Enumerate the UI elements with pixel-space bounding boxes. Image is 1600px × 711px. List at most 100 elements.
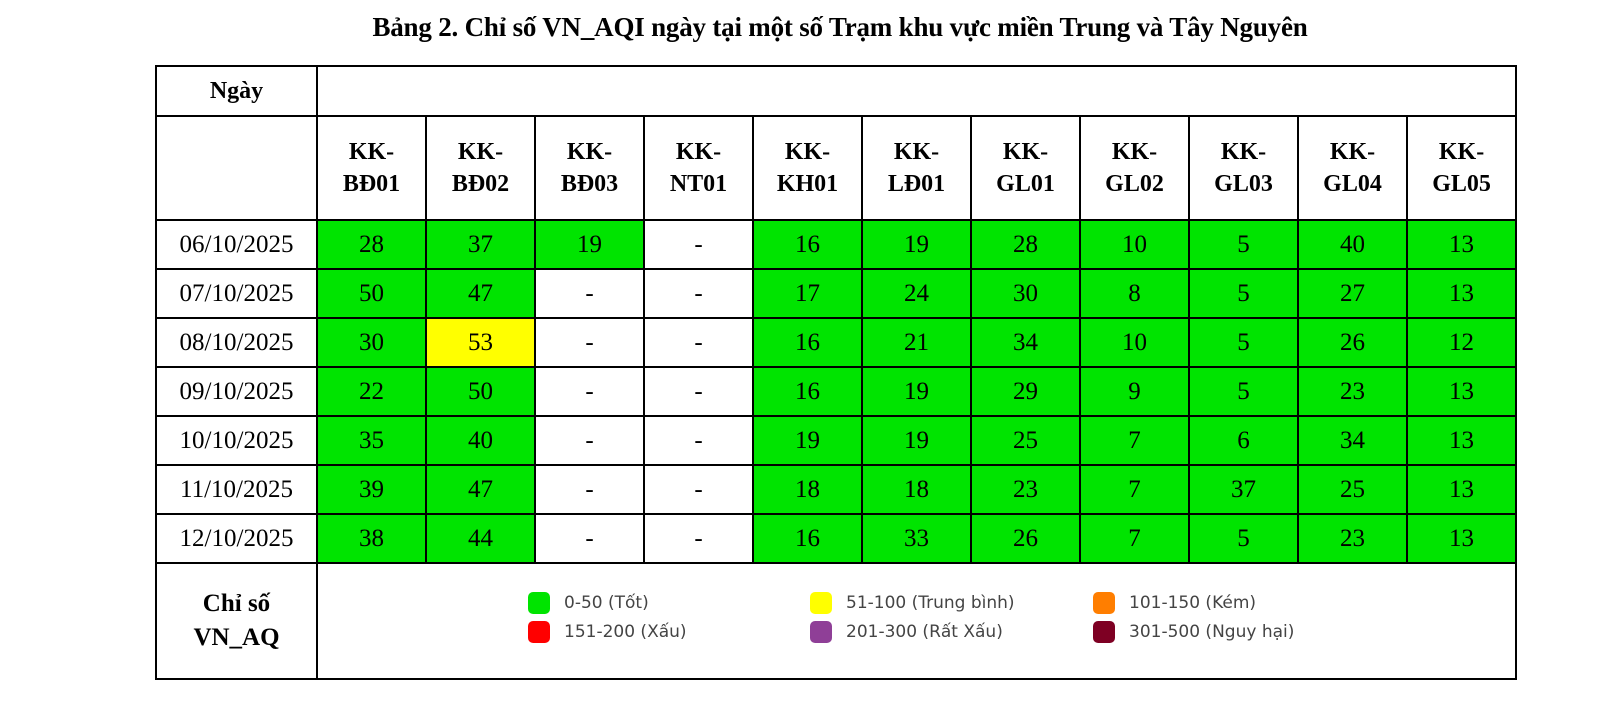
aqi-value-cell: - xyxy=(534,464,645,515)
legend-label-line: VN_AQ xyxy=(193,624,280,651)
station-header-prefix: KK- xyxy=(457,139,504,165)
aqi-value-cell: - xyxy=(643,464,754,515)
aqi-value-cell: 8 xyxy=(1079,268,1190,319)
aqi-value-cell: 38 xyxy=(316,513,427,564)
table-row: 09/10/2025 22 50- -16 19 29 9 5 23 13 xyxy=(155,366,1518,417)
legend-item-label: 301-500 (Nguy hại) xyxy=(1129,622,1295,642)
legend-item: 0-50 (Tốt) xyxy=(528,592,649,614)
aqi-value-cell: 12 xyxy=(1405,317,1518,368)
aqi-value-cell: 34 xyxy=(970,317,1081,368)
table-row: 08/10/2025 30 53- -16 21 34 10 5 26 12 xyxy=(155,317,1518,368)
aqi-value-cell: 26 xyxy=(1297,317,1408,368)
aqi-value-cell: 50 xyxy=(425,366,536,417)
legend: 0-50 (Tốt) 51-100 (Trung bình) 101-150 (Ké… xyxy=(318,565,1515,677)
legend-label-line: Chỉ số xyxy=(202,590,271,617)
header-row-date: Ngày xyxy=(155,65,1518,117)
aqi-value-cell: 28 xyxy=(970,219,1081,270)
aqi-value-cell: - xyxy=(643,317,754,368)
aqi-value-cell: 7 xyxy=(1079,415,1190,466)
station-header-prefix: KK- xyxy=(1111,139,1158,165)
table-title: Bảng 2. Chỉ số VN_AQI ngày tại một số Tr… xyxy=(372,12,1308,42)
aqi-value-cell: - xyxy=(534,366,645,417)
aqi-value-cell: 23 xyxy=(1297,513,1408,564)
station-header-code: BĐ02 xyxy=(451,171,510,197)
date-cell: 09/10/2025 xyxy=(155,366,318,417)
aqi-value-cell: 50 xyxy=(316,268,427,319)
station-header-prefix: KK- xyxy=(1329,139,1376,165)
aqi-table: Ngày KK- BĐ01 KK- BĐ02 KK- BĐ03 KK- NT01 KK- KH01… xyxy=(155,65,1518,680)
aqi-value-cell: 5 xyxy=(1188,268,1299,319)
table-row: 06/10/2025 28 37 19-16 19 28 10 5 40 13 xyxy=(155,219,1518,270)
aqi-value-cell: 22 xyxy=(316,366,427,417)
aqi-value-cell: 23 xyxy=(1297,366,1408,417)
aqi-value-cell: 44 xyxy=(425,513,536,564)
aqi-value-cell: 10 xyxy=(1079,317,1190,368)
aqi-value-cell: 25 xyxy=(970,415,1081,466)
legend-swatch xyxy=(1093,621,1115,643)
aqi-value-cell: 13 xyxy=(1405,268,1518,319)
aqi-value-cell: - xyxy=(643,268,754,319)
aqi-value-cell: 16 xyxy=(752,513,863,564)
station-header: KK- KH01 xyxy=(752,115,863,221)
aqi-value-cell: 19 xyxy=(861,219,972,270)
aqi-value-cell: 19 xyxy=(861,366,972,417)
station-header-prefix: KK- xyxy=(566,139,613,165)
aqi-value-cell: - xyxy=(643,513,754,564)
aqi-value-cell: 5 xyxy=(1188,317,1299,368)
legend-cell: 0-50 (Tốt) 51-100 (Trung bình) 101-150 (Ké… xyxy=(315,562,1518,680)
date-cell: 12/10/2025 xyxy=(155,513,318,564)
aqi-value-cell: 13 xyxy=(1405,219,1518,270)
aqi-value-cell: 35 xyxy=(316,415,427,466)
aqi-value-cell: 18 xyxy=(752,464,863,515)
station-header: KK- GL04 xyxy=(1297,115,1408,221)
aqi-value-cell: - xyxy=(643,415,754,466)
legend-item: 301-500 (Nguy hại) xyxy=(1093,621,1294,643)
aqi-value-cell: 13 xyxy=(1405,464,1518,515)
station-header-prefix: KK- xyxy=(784,139,831,165)
table-row: 10/10/2025 35 40- -19 19 25 7 6 34 13 xyxy=(155,415,1518,466)
legend-item-label: 151-200 (Xấu) xyxy=(564,622,687,642)
aqi-value-cell: 17 xyxy=(752,268,863,319)
header-row-stations: KK- BĐ01 KK- BĐ02 KK- BĐ03 KK- NT01 KK- KH01 KK- LĐ… xyxy=(155,115,1518,221)
date-cell: 11/10/2025 xyxy=(155,464,318,515)
station-header-prefix: KK- xyxy=(1438,139,1485,165)
aqi-value-cell: 37 xyxy=(1188,464,1299,515)
aqi-value-cell: 47 xyxy=(425,464,536,515)
aqi-value-cell: 5 xyxy=(1188,513,1299,564)
aqi-value-cell: - xyxy=(643,366,754,417)
station-header: KK- LĐ01 xyxy=(861,115,972,221)
aqi-value-cell: 30 xyxy=(970,268,1081,319)
aqi-value-cell: 19 xyxy=(752,415,863,466)
legend-item: 51-100 (Trung bình) xyxy=(810,592,1015,614)
legend-row: Chỉ số VN_AQ 0-50 (Tốt) 51-100 (Trung bình)… xyxy=(155,562,1518,680)
station-header-code: NT01 xyxy=(669,171,728,197)
legend-swatch xyxy=(528,592,550,614)
date-cell: 10/10/2025 xyxy=(155,415,318,466)
aqi-value-cell: 26 xyxy=(970,513,1081,564)
date-cell: 07/10/2025 xyxy=(155,268,318,319)
aqi-value-cell: 40 xyxy=(425,415,536,466)
legend-item-label: 51-100 (Trung bình) xyxy=(846,593,1015,613)
empty-header-cell xyxy=(155,115,318,221)
station-header: KK- GL02 xyxy=(1079,115,1190,221)
aqi-value-cell: 33 xyxy=(861,513,972,564)
aqi-value-cell: - xyxy=(534,513,645,564)
aqi-value-cell: 7 xyxy=(1079,513,1190,564)
station-header: KK- GL03 xyxy=(1188,115,1299,221)
aqi-value-cell: 16 xyxy=(752,366,863,417)
legend-item-label: 0-50 (Tốt) xyxy=(564,593,649,613)
legend-swatch xyxy=(810,592,832,614)
station-header-prefix: KK- xyxy=(348,139,395,165)
empty-header-cell xyxy=(315,65,1518,117)
station-header-prefix: KK- xyxy=(675,139,722,165)
station-header: KK- NT01 xyxy=(643,115,754,221)
aqi-value-cell: 19 xyxy=(534,219,645,270)
aqi-value-cell: 23 xyxy=(970,464,1081,515)
aqi-value-cell: 7 xyxy=(1079,464,1190,515)
station-header-code: GL02 xyxy=(1105,171,1164,197)
station-header-code: KH01 xyxy=(776,171,839,197)
aqi-value-cell: 25 xyxy=(1297,464,1408,515)
date-column-header: Ngày xyxy=(155,65,318,117)
table-row: 07/10/2025 50 47- -17 24 30 8 5 27 13 xyxy=(155,268,1518,319)
aqi-value-cell: 18 xyxy=(861,464,972,515)
